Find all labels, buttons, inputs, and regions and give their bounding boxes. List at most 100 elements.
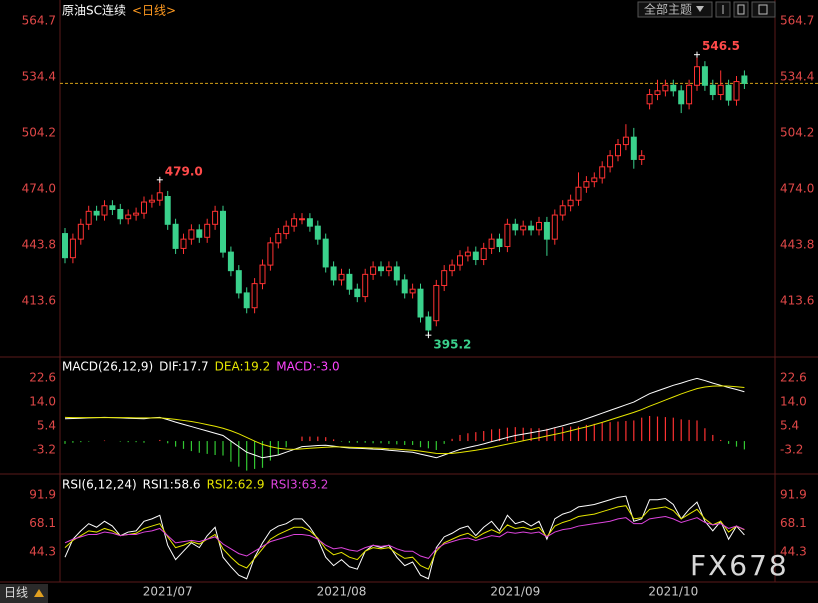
y-tick-label-right: 474.0	[780, 182, 814, 196]
indicator-line	[64, 495, 745, 580]
candle-body	[180, 238, 187, 249]
x-tick-label: 2021/09	[490, 585, 540, 599]
y-tick-label-right: 91.9	[780, 488, 807, 502]
candle-body	[654, 90, 661, 96]
y-tick-label: 22.6	[29, 371, 56, 385]
candle-body	[393, 266, 400, 281]
legend-entry: MACD:-3.0	[276, 360, 339, 374]
panel-title: RSI(6,12,24)	[62, 478, 137, 492]
y-tick-label: 413.6	[22, 294, 56, 308]
candle-body	[536, 221, 542, 231]
period-button-label[interactable]: 日线	[4, 586, 28, 600]
candle-body	[441, 270, 448, 286]
y-tick-label-right: 44.3	[780, 545, 807, 559]
candle-body	[520, 225, 527, 231]
candle-body	[575, 186, 582, 201]
panel-title: 原油SC连续	[62, 3, 126, 18]
candle-body	[370, 266, 377, 275]
y-tick-label: 564.7	[22, 13, 56, 27]
y-tick-label: 5.4	[37, 419, 56, 433]
y-tick-label: -3.2	[33, 442, 56, 456]
candle-body	[717, 84, 724, 96]
candle-body	[220, 210, 226, 253]
candle-body	[69, 238, 76, 259]
candle-body	[125, 214, 132, 220]
y-tick-label-right: 443.8	[780, 238, 814, 252]
extreme-label: 546.5	[702, 39, 740, 53]
y-tick-label: 443.8	[22, 238, 56, 252]
candle-body	[346, 273, 353, 290]
candle-body	[338, 273, 345, 281]
candle-body	[472, 251, 479, 261]
candle-body	[741, 75, 748, 84]
candle-body	[156, 192, 163, 201]
candle-body	[401, 279, 408, 294]
candle-body	[646, 94, 653, 105]
candle-body	[283, 225, 290, 235]
candle-body	[551, 214, 558, 240]
icon	[737, 4, 745, 15]
legend-entry: DIF:17.7	[159, 360, 209, 374]
candle-body	[583, 181, 590, 188]
y-tick-label-right: 14.0	[780, 395, 807, 409]
y-tick-label: 91.9	[29, 488, 56, 502]
candle-body	[362, 273, 369, 298]
candle-body	[417, 288, 424, 318]
candle-body	[164, 195, 171, 225]
candle-body	[630, 136, 637, 160]
x-tick-label: 2021/08	[317, 585, 367, 599]
y-tick-label-right: 534.4	[780, 70, 814, 84]
candle-body	[725, 84, 732, 101]
candle-body	[638, 155, 645, 160]
candle-body	[322, 238, 329, 268]
y-tick-label-right: 413.6	[780, 294, 814, 308]
candle-body	[314, 225, 321, 240]
candle-body	[148, 199, 155, 203]
y-tick-label-right: 504.2	[780, 126, 814, 140]
candle-body	[196, 229, 203, 238]
candle-body	[528, 225, 535, 231]
y-tick-label: 504.2	[22, 126, 56, 140]
candle-body	[77, 223, 84, 240]
candle-body	[354, 288, 361, 298]
candle-body	[678, 90, 685, 105]
y-tick-label: 534.4	[22, 70, 56, 84]
candle-body	[599, 166, 606, 179]
candle-body	[709, 84, 716, 96]
candle-body	[117, 208, 124, 220]
y-tick-label-right: 5.4	[780, 419, 799, 433]
candle-body	[306, 218, 313, 227]
candle-body	[141, 201, 147, 214]
legend-entry: RSI2:62.9	[207, 478, 265, 492]
candle-body	[85, 210, 92, 225]
theme-menu[interactable]	[637, 1, 713, 18]
up-arrow	[34, 589, 44, 597]
candle-body	[251, 283, 258, 309]
candle-body	[62, 233, 68, 259]
candle-body	[670, 84, 677, 92]
toolbar-button[interactable]	[733, 1, 749, 18]
candle-body	[567, 199, 574, 207]
candle-body	[409, 288, 416, 294]
candle-body	[615, 144, 621, 157]
candle-body	[496, 238, 503, 248]
candle-body	[425, 316, 432, 331]
toolbar-button[interactable]	[751, 1, 776, 18]
indicator-line	[64, 385, 745, 455]
candle-body	[243, 292, 250, 309]
candle-body	[449, 264, 456, 272]
candle-body	[733, 81, 740, 101]
candle-body	[204, 223, 211, 238]
panel-title: MACD(26,12,9)	[62, 360, 153, 374]
candle-body	[93, 210, 100, 216]
theme-menu-label[interactable]: 全部主题	[644, 2, 692, 17]
y-tick-label-right: 22.6	[780, 371, 807, 385]
y-tick-label: 44.3	[29, 545, 56, 559]
period-button[interactable]	[0, 584, 48, 603]
extreme-label: 479.0	[165, 164, 203, 178]
candle-body	[188, 229, 195, 240]
candle-body	[607, 155, 614, 168]
candle-body	[275, 233, 282, 244]
